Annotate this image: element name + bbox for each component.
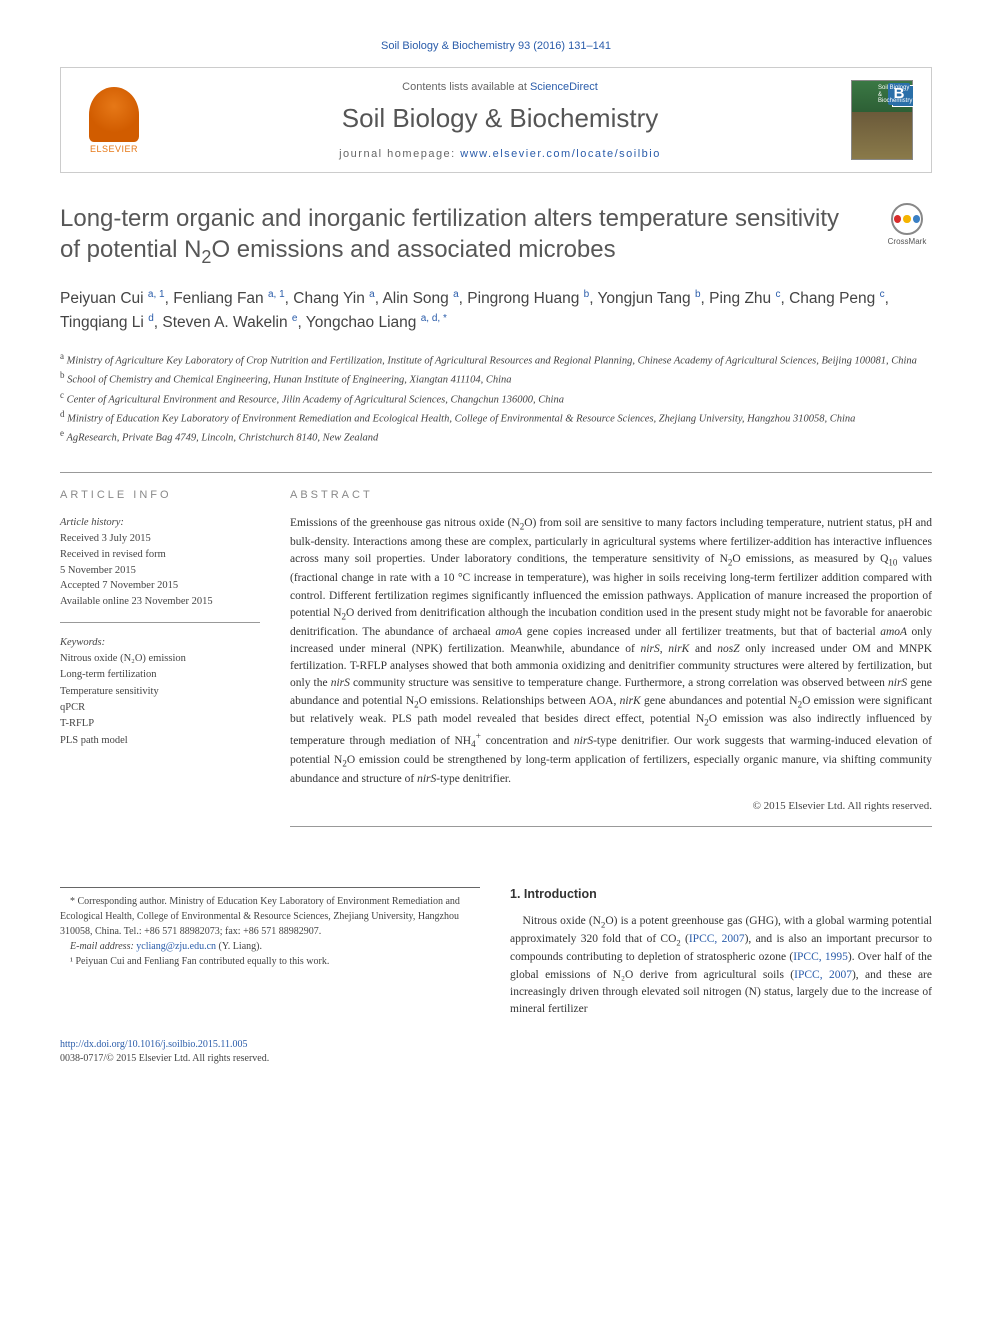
affiliation-item: a Ministry of Agriculture Key Laboratory… — [60, 350, 932, 369]
doi-block: http://dx.doi.org/10.1016/j.soilbio.2015… — [60, 1038, 932, 1066]
introduction-text: Nitrous oxide (N2O) is a potent greenhou… — [510, 913, 932, 1018]
affil-ref[interactable]: c — [880, 289, 885, 300]
cover-label: Soil Biology &Biochemistry — [878, 85, 912, 105]
article-info-heading: ARTICLE INFO — [60, 489, 260, 501]
keywords-block: Keywords: Nitrous oxide (N₂O) emission L… — [60, 635, 260, 749]
received-date: Received 3 July 2015 — [60, 531, 260, 547]
affiliation-item: d Ministry of Education Key Laboratory o… — [60, 408, 932, 427]
affil-ref[interactable]: b — [584, 289, 590, 300]
corresponding-author-note: * Corresponding author. Ministry of Educ… — [60, 894, 480, 939]
homepage-line: journal homepage: www.elsevier.com/locat… — [149, 148, 851, 160]
citation-header: Soil Biology & Biochemistry 93 (2016) 13… — [60, 40, 932, 52]
affil-ref[interactable]: a, d, * — [421, 313, 447, 324]
abstract-column: ABSTRACT Emissions of the greenhouse gas… — [290, 489, 932, 826]
revised-date: 5 November 2015 — [60, 563, 260, 579]
keywords-label: Keywords: — [60, 635, 260, 651]
affil-ref[interactable]: a, 1 — [268, 289, 285, 300]
affil-ref[interactable]: c — [775, 289, 780, 300]
affiliation-item: c Center of Agricultural Environment and… — [60, 389, 932, 408]
author-list: Peiyuan Cui a, 1, Fenliang Fan a, 1, Cha… — [60, 287, 932, 334]
affil-ref[interactable]: a, 1 — [148, 289, 165, 300]
homepage-prefix: journal homepage: — [339, 148, 460, 160]
keyword-item: Nitrous oxide (N₂O) emission — [60, 651, 260, 667]
homepage-link[interactable]: www.elsevier.com/locate/soilbio — [460, 148, 661, 160]
elsevier-label: ELSEVIER — [90, 144, 138, 154]
affiliation-item: e AgResearch, Private Bag 4749, Lincoln,… — [60, 427, 932, 446]
crossmark-icon — [891, 203, 923, 235]
online-date: Available online 23 November 2015 — [60, 594, 260, 610]
article-info-column: ARTICLE INFO Article history: Received 3… — [60, 489, 260, 826]
elsevier-tree-icon — [89, 87, 139, 142]
citation-link[interactable]: IPCC, 2007 — [794, 969, 852, 981]
keyword-item: qPCR — [60, 700, 260, 716]
crossmark-badge[interactable]: CrossMark — [882, 203, 932, 246]
keyword-item: T-RFLP — [60, 716, 260, 732]
journal-banner: ELSEVIER Contents lists available at Sci… — [60, 67, 932, 173]
citation-link[interactable]: IPCC, 1995 — [793, 951, 848, 963]
affil-ref[interactable]: d — [148, 313, 154, 324]
crossmark-label: CrossMark — [882, 237, 932, 246]
affiliations: a Ministry of Agriculture Key Laboratory… — [60, 350, 932, 446]
keyword-item: Temperature sensitivity — [60, 684, 260, 700]
article-title: Long-term organic and inorganic fertiliz… — [60, 203, 862, 269]
author-email-link[interactable]: ycliang@zju.edu.cn — [136, 941, 216, 952]
abstract-text: Emissions of the greenhouse gas nitrous … — [290, 515, 932, 787]
email-line: E-mail address: ycliang@zju.edu.cn (Y. L… — [60, 939, 480, 954]
footnotes: * Corresponding author. Ministry of Educ… — [60, 887, 480, 969]
doi-link[interactable]: http://dx.doi.org/10.1016/j.soilbio.2015… — [60, 1039, 248, 1050]
journal-name: Soil Biology & Biochemistry — [149, 103, 851, 134]
affiliation-item: b School of Chemistry and Chemical Engin… — [60, 369, 932, 388]
contents-prefix: Contents lists available at — [402, 81, 530, 93]
affil-ref[interactable]: a — [453, 289, 459, 300]
revised-label: Received in revised form — [60, 547, 260, 563]
affil-ref[interactable]: b — [695, 289, 701, 300]
elsevier-logo[interactable]: ELSEVIER — [79, 80, 149, 160]
sciencedirect-link[interactable]: ScienceDirect — [530, 81, 598, 93]
citation-link[interactable]: IPCC, 2007 — [689, 933, 745, 945]
keyword-item: PLS path model — [60, 733, 260, 749]
abstract-copyright: © 2015 Elsevier Ltd. All rights reserved… — [290, 800, 932, 827]
history-label: Article history: — [60, 515, 260, 531]
abstract-heading: ABSTRACT — [290, 489, 932, 501]
affil-ref[interactable]: e — [292, 313, 298, 324]
issn-copyright: 0038-0717/© 2015 Elsevier Ltd. All right… — [60, 1053, 269, 1064]
contents-line: Contents lists available at ScienceDirec… — [149, 81, 851, 93]
affil-ref[interactable]: a — [369, 289, 375, 300]
accepted-date: Accepted 7 November 2015 — [60, 578, 260, 594]
introduction-heading: 1. Introduction — [510, 887, 932, 901]
article-history: Article history: Received 3 July 2015 Re… — [60, 515, 260, 623]
equal-contribution-note: ¹ Peiyuan Cui and Fenliang Fan contribut… — [60, 954, 480, 969]
journal-cover-thumbnail[interactable]: B Soil Biology &Biochemistry — [851, 80, 913, 160]
keyword-item: Long-term fertilization — [60, 667, 260, 683]
